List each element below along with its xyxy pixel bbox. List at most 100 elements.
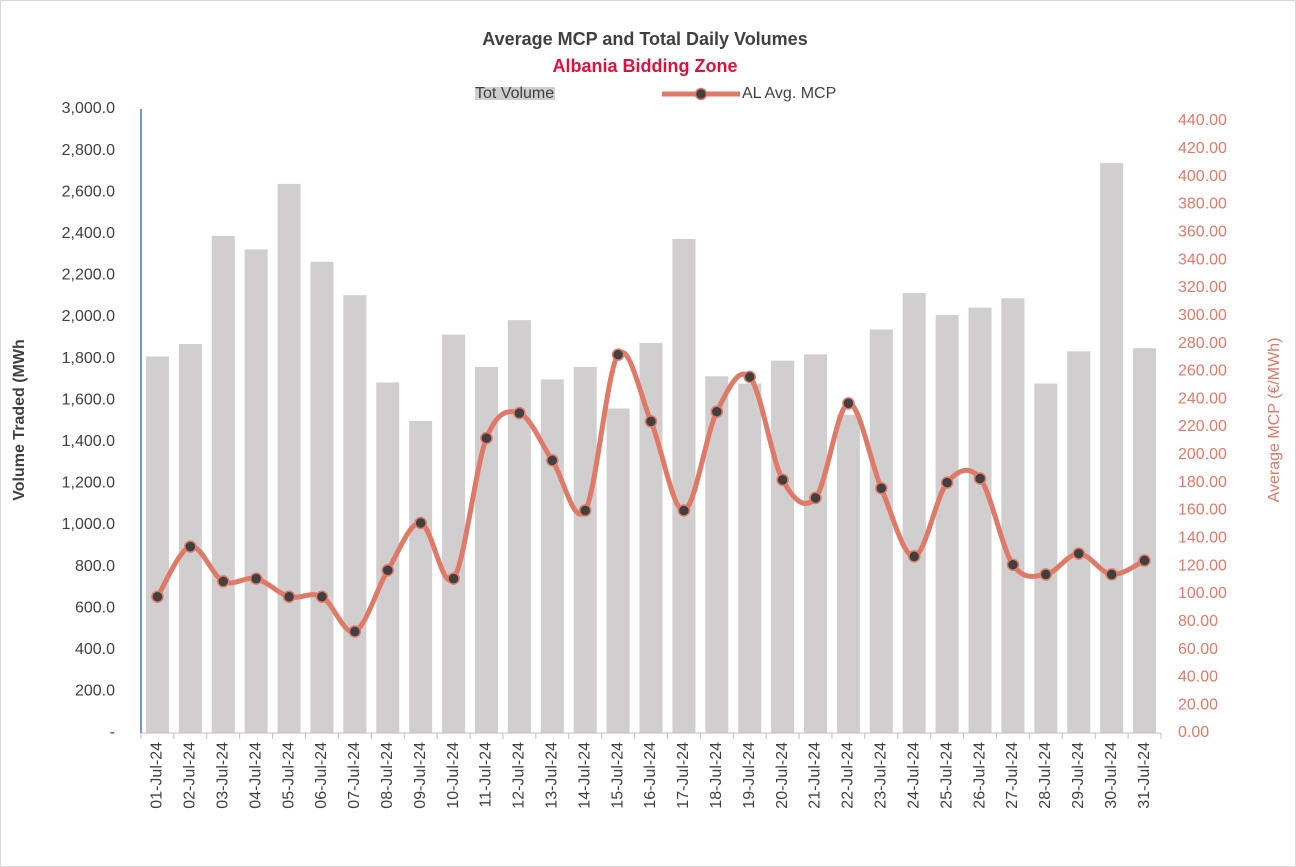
x-tick-label: 21-Jul-24 (807, 742, 824, 809)
x-tick-label: 23-Jul-24 (873, 742, 890, 809)
y2-tick-label: 140.00 (1178, 529, 1227, 546)
bar (1100, 163, 1124, 733)
y2-tick-label: 300.00 (1178, 307, 1227, 324)
marker (1138, 554, 1151, 567)
bar (244, 249, 268, 733)
y2-tick-label: 320.00 (1178, 279, 1227, 296)
marker (875, 481, 888, 495)
x-tick-label: 06-Jul-24 (313, 742, 330, 809)
x-tick-label: 28-Jul-24 (1037, 742, 1054, 809)
x-tick-label: 05-Jul-24 (280, 742, 297, 809)
y-tick-label: 200.0 (75, 683, 115, 700)
marker (940, 476, 954, 489)
bar (277, 183, 301, 733)
y2-tick-label: 220.00 (1178, 418, 1227, 435)
bar (1067, 351, 1091, 733)
marker (677, 504, 691, 517)
legend-marker (694, 87, 708, 101)
legend-swatch (475, 87, 555, 100)
bar (869, 329, 893, 733)
x-tick-label: 17-Jul-24 (675, 742, 692, 809)
y-tick-label: 1,400.0 (62, 433, 115, 450)
x-tick-label: 24-Jul-24 (905, 742, 922, 809)
marker (1105, 568, 1118, 581)
y-tick-label: 2,400.0 (62, 225, 115, 242)
marker (578, 504, 592, 517)
y2-tick-label: 280.00 (1178, 335, 1227, 352)
bar (573, 366, 597, 733)
x-tick-label: 31-Jul-24 (1136, 742, 1153, 809)
marker (348, 625, 362, 638)
x-tick-label: 15-Jul-24 (609, 742, 626, 809)
y2-tick-label: 360.00 (1178, 223, 1227, 240)
x-tick-label: 16-Jul-24 (642, 742, 659, 809)
x-tick-label: 25-Jul-24 (938, 742, 955, 809)
marker (447, 572, 460, 585)
marker (809, 491, 822, 505)
y2-tick-label: 260.00 (1178, 363, 1227, 380)
bar (1133, 348, 1157, 733)
y-tick-label: 800.0 (75, 558, 115, 575)
y2-tick-label: 40.00 (1178, 669, 1218, 686)
bar (902, 293, 926, 733)
bar (705, 376, 729, 733)
x-tick-label: 27-Jul-24 (1004, 742, 1021, 809)
y2-tick-label: 340.00 (1178, 251, 1227, 268)
y-tick-label: - (110, 724, 115, 741)
bar (442, 334, 466, 733)
x-tick-label: 30-Jul-24 (1103, 742, 1120, 809)
y-tick-label: 2,800.0 (62, 142, 115, 159)
marker (381, 564, 395, 577)
bar (211, 235, 235, 733)
x-tick-label: 02-Jul-24 (182, 742, 199, 809)
y-tick-label: 1,200.0 (62, 475, 115, 492)
x-tick-label: 12-Jul-24 (511, 742, 528, 809)
bar (178, 344, 202, 733)
marker (743, 370, 756, 384)
bar (507, 320, 531, 733)
bar (376, 382, 400, 733)
bar (1001, 298, 1025, 733)
y-tick-label: 600.0 (75, 599, 115, 616)
x-tick-label: 11-Jul-24 (478, 742, 495, 808)
y-tick-label: 3,000.0 (62, 100, 115, 117)
marker (1072, 547, 1085, 560)
marker (611, 348, 625, 361)
bar (738, 383, 762, 733)
chart-subtitle: Albania Bidding Zone (553, 56, 738, 76)
x-tick-label: 26-Jul-24 (971, 742, 988, 809)
y2-tick-label: 20.00 (1178, 696, 1218, 713)
marker (644, 415, 658, 428)
marker (710, 405, 724, 418)
bar (540, 379, 564, 733)
x-tick-label: 18-Jul-24 (708, 742, 725, 809)
y2-tick-label: 420.00 (1178, 140, 1227, 157)
y-tick-label: 2,200.0 (62, 267, 115, 284)
x-tick-label: 04-Jul-24 (247, 742, 264, 809)
bar (804, 354, 828, 733)
marker (513, 406, 526, 420)
y2-tick-label: 120.00 (1178, 557, 1227, 574)
y2-tick-label: 80.00 (1178, 613, 1218, 630)
bar (771, 360, 795, 733)
marker (842, 397, 855, 410)
x-tick-label: 13-Jul-24 (544, 742, 561, 809)
y-tick-label: 1,000.0 (62, 516, 115, 533)
bar (836, 414, 860, 733)
y2-tick-label: 100.00 (1178, 585, 1227, 602)
marker (282, 590, 296, 603)
bar (672, 239, 696, 733)
bar (145, 356, 169, 733)
y2-tick-label: 400.00 (1178, 168, 1227, 185)
bar (343, 295, 367, 733)
y2-tick-label: 240.00 (1178, 390, 1227, 407)
marker (151, 590, 164, 603)
x-tick-label: 09-Jul-24 (412, 742, 429, 809)
bar (1034, 383, 1058, 733)
chart-title: Average MCP and Total Daily Volumes (482, 29, 807, 49)
bar (409, 421, 433, 733)
marker (414, 516, 427, 530)
bar (935, 314, 959, 733)
legend-label: AL Avg. MCP (742, 85, 836, 102)
marker (973, 472, 987, 485)
